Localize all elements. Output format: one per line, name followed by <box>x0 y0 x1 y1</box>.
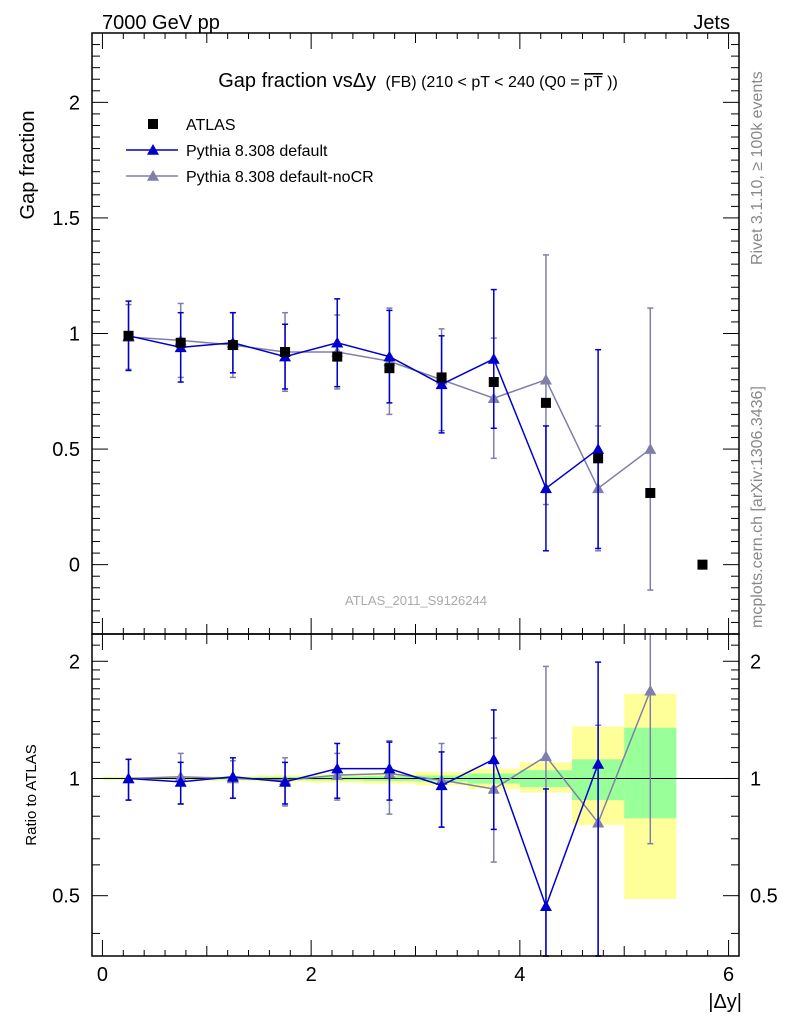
legend-label: ATLAS <box>186 117 236 134</box>
data-point-atlas <box>175 337 186 348</box>
y-axis-label-main: Gap fraction <box>17 111 39 220</box>
y-tick-label-ratio: 0.5 <box>52 886 80 908</box>
data-point-main <box>644 443 657 454</box>
y-tick-label-main: 1.5 <box>52 208 80 230</box>
chart-title: Gap fraction vsΔy (FB) (210 < pT < 240 (… <box>218 70 618 92</box>
axis-ticks: 0 2 4 6 0 0.5 1 1.5 2 0.5 0.5 1 1 2 2 <box>52 33 778 986</box>
legend: ATLAS Pythia 8.308 default Pythia 8.308 de… <box>126 117 374 186</box>
ratio-panel-frame <box>91 633 740 957</box>
data-point-ratio <box>331 762 344 774</box>
data-point-ratio <box>383 762 396 774</box>
y-axis-label-ratio: Ratio to ATLAS <box>23 744 40 845</box>
analysis-label: ATLAS_2011_S9126244 <box>345 593 487 608</box>
title-main: Gap fraction vsΔy <box>218 70 376 92</box>
x-axis-label: |Δy| <box>708 991 742 1013</box>
y-tick-label-ratio: 2 <box>69 651 80 673</box>
data-point-atlas <box>540 397 551 408</box>
mcplots-label: mcplots.cern.ch [arXiv:1306.3436] <box>749 386 766 628</box>
data-point-ratio <box>435 779 448 791</box>
y-tick-label-ratio-right: 0.5 <box>750 886 778 908</box>
data-point-ratio <box>226 770 239 782</box>
y-tick-label-main: 2 <box>69 92 80 114</box>
rivet-label: Rivet 3.1.10, ≥ 100k events <box>749 71 766 265</box>
data-point-main <box>539 373 552 385</box>
data-point-atlas <box>697 559 708 570</box>
x-tick-label: 4 <box>514 964 525 986</box>
legend-label: Pythia 8.308 default <box>186 143 328 160</box>
y-tick-label-main: 1 <box>69 324 80 346</box>
header-right: Jets <box>693 12 730 34</box>
data-point-atlas <box>332 351 343 362</box>
data-point-ratio <box>174 775 187 787</box>
data-point-ratio <box>644 684 657 696</box>
data-point-ratio <box>539 900 552 911</box>
svg-text:Gap fraction vsΔy (FB) (: Gap fraction vsΔy (FB) (210 < pT < 240 (… <box>218 70 618 92</box>
data-point-ratio <box>279 775 292 787</box>
y-tick-label-ratio-right: 1 <box>750 768 761 790</box>
y-tick-label-ratio-right: 2 <box>750 651 761 673</box>
x-tick-label: 2 <box>306 964 317 986</box>
data-point-ratio <box>592 757 605 769</box>
data-point-ratio <box>122 772 135 784</box>
legend-marker-atlas <box>148 119 158 129</box>
ratio-bands <box>92 693 739 900</box>
legend-marker <box>147 144 159 155</box>
series-line-ratio <box>128 758 599 909</box>
y-tick-label-main: 0.5 <box>52 439 80 461</box>
data-point-atlas <box>384 363 395 374</box>
data-point-main <box>592 443 605 454</box>
series-line-main <box>128 335 599 490</box>
legend-label: Pythia 8.308 default-noCR <box>186 169 374 186</box>
title-sub: (FB) (210 < pT < 240 (Q0 = <box>386 74 580 91</box>
data-point-atlas <box>488 377 499 388</box>
data-point-atlas <box>123 330 134 341</box>
data-point-atlas <box>436 372 447 383</box>
data-point-ratio <box>487 753 500 765</box>
x-tick-label: 6 <box>723 964 734 986</box>
title-overline: pT <box>584 74 603 91</box>
header-left: 7000 GeV pp <box>102 12 220 34</box>
data-point-atlas <box>280 346 291 357</box>
data-point-atlas <box>227 340 238 351</box>
data-point-main <box>539 482 552 494</box>
data-point-atlas <box>593 453 604 464</box>
title-close: )) <box>607 74 618 91</box>
data-marks <box>122 254 708 957</box>
data-point-main <box>487 352 500 364</box>
y-tick-label-main: 0 <box>69 555 80 577</box>
y-tick-label-ratio: 1 <box>69 768 80 790</box>
data-point-main <box>435 378 448 390</box>
data-point-ratio <box>539 750 552 762</box>
data-point-atlas <box>645 487 656 498</box>
x-tick-label: 0 <box>97 964 108 986</box>
data-point-main <box>331 336 344 348</box>
legend-marker <box>147 170 159 181</box>
data-point-main <box>383 350 396 362</box>
